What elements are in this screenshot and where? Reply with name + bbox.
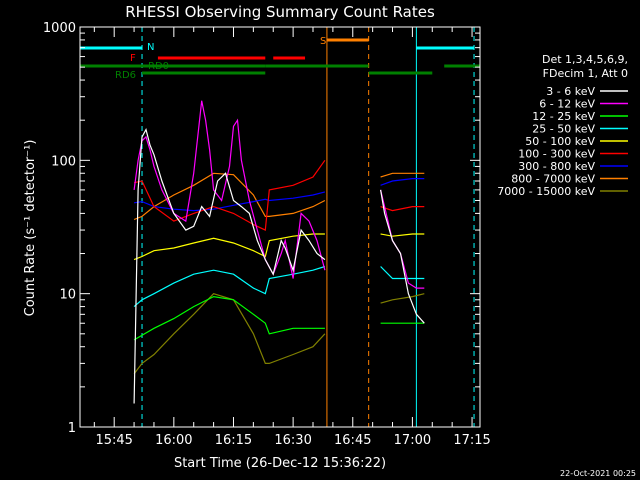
series-line-2 [133,295,425,341]
x-tick-label-4: 16:45 [334,433,371,448]
y-tick-label-3: 1000 [43,21,76,36]
chart-title: RHESSI Observing Summary Count Rates [125,3,435,21]
x-axis-label: Start Time (26-Dec-12 15:36:22) [174,456,386,471]
legend-label-7: 800 - 7000 keV [511,173,595,186]
legend-label-0: 3 - 6 keV [546,85,595,98]
legend-label-4: 50 - 100 keV [525,135,595,148]
x-tick-label-1: 16:00 [155,433,192,448]
x-tick-label-6: 17:15 [453,433,490,448]
series-line-5 [133,159,425,232]
series-line-0 [133,127,425,404]
x-tick-label-3: 16:30 [274,433,311,448]
x-tick-label-5: 17:00 [394,433,431,448]
flag-label-s: S [320,36,326,47]
y-tick-label-1: 10 [59,288,76,303]
detector-info-line1: Det 1,3,4,5,6,9, [542,53,628,66]
series-line-4 [133,233,425,261]
legend-label-8: 7000 - 15000 keV [497,185,595,198]
y-axis-label: Count Rate (s⁻¹ detector⁻¹) [23,140,38,317]
plot-frame [79,26,481,428]
y-tick-label-0: 1 [68,421,76,436]
legend-label-3: 25 - 50 keV [532,123,595,136]
legend-label-6: 300 - 800 keV [518,160,595,173]
flag-label-n: N [147,42,154,53]
timestamp: 22-Oct-2021 00:25 [560,469,636,478]
flag-label-rd6: RD6 [115,70,136,81]
legend-label-1: 6 - 12 keV [539,98,595,111]
y-tick-label-2: 100 [51,154,76,169]
flag-label-f: F [130,53,136,64]
x-tick-label-0: 15:45 [95,433,132,448]
legend-label-5: 100 - 300 keV [518,148,595,161]
legend-label-2: 12 - 25 keV [532,110,595,123]
detector-info-line2: FDecim 1, Att 0 [543,67,628,80]
x-tick-label-2: 16:15 [215,433,252,448]
